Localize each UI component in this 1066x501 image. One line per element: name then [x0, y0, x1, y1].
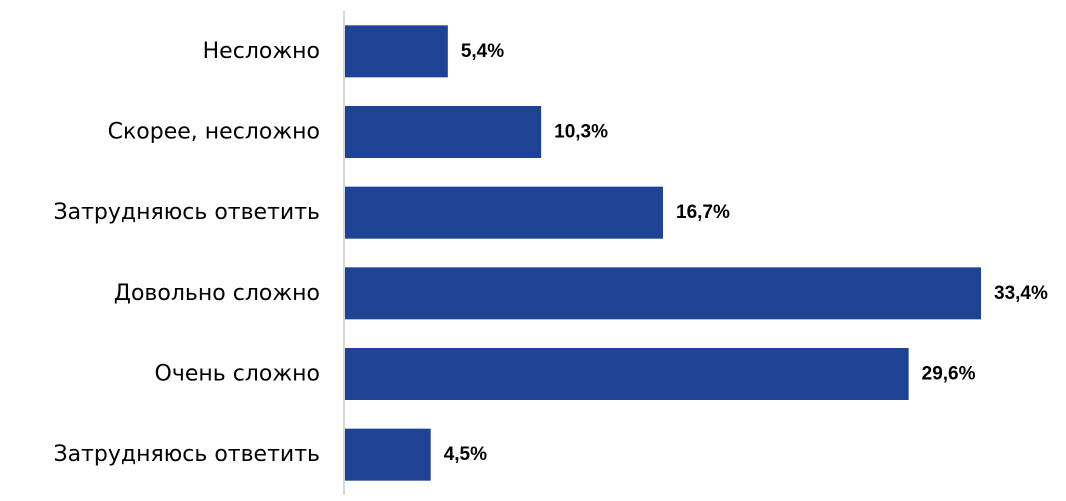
bar-4 — [345, 267, 981, 320]
bar-2 — [345, 106, 542, 158]
category-label-1: Несложно — [203, 39, 320, 64]
value-label-3: 16,7% — [676, 202, 730, 223]
bar-6 — [345, 428, 431, 481]
bar-5 — [345, 348, 909, 400]
value-label-5: 29,6% — [922, 364, 976, 385]
value-label-4: 33,4% — [994, 283, 1048, 304]
bar-3 — [345, 186, 663, 239]
bar-1 — [345, 25, 448, 78]
bars-group — [345, 25, 981, 481]
category-label-5: Очень сложно — [155, 362, 320, 387]
category-label-3: Затрудняюсь ответить — [54, 200, 320, 225]
value-label-2: 10,3% — [554, 122, 608, 143]
category-label-4: Довольно сложно — [114, 281, 320, 306]
category-label-6: Затрудняюсь ответить — [54, 442, 320, 467]
value-labels-group: 5,4% 10,3% 16,7% 33,4% 29,6% 4,5% — [444, 41, 1048, 465]
category-labels-group: Несложно Скорее, несложно Затрудняюсь отве… — [54, 39, 320, 467]
value-label-1: 5,4% — [461, 41, 504, 62]
category-label-2: Скорее, несложно — [108, 120, 320, 145]
value-label-6: 4,5% — [444, 444, 487, 465]
